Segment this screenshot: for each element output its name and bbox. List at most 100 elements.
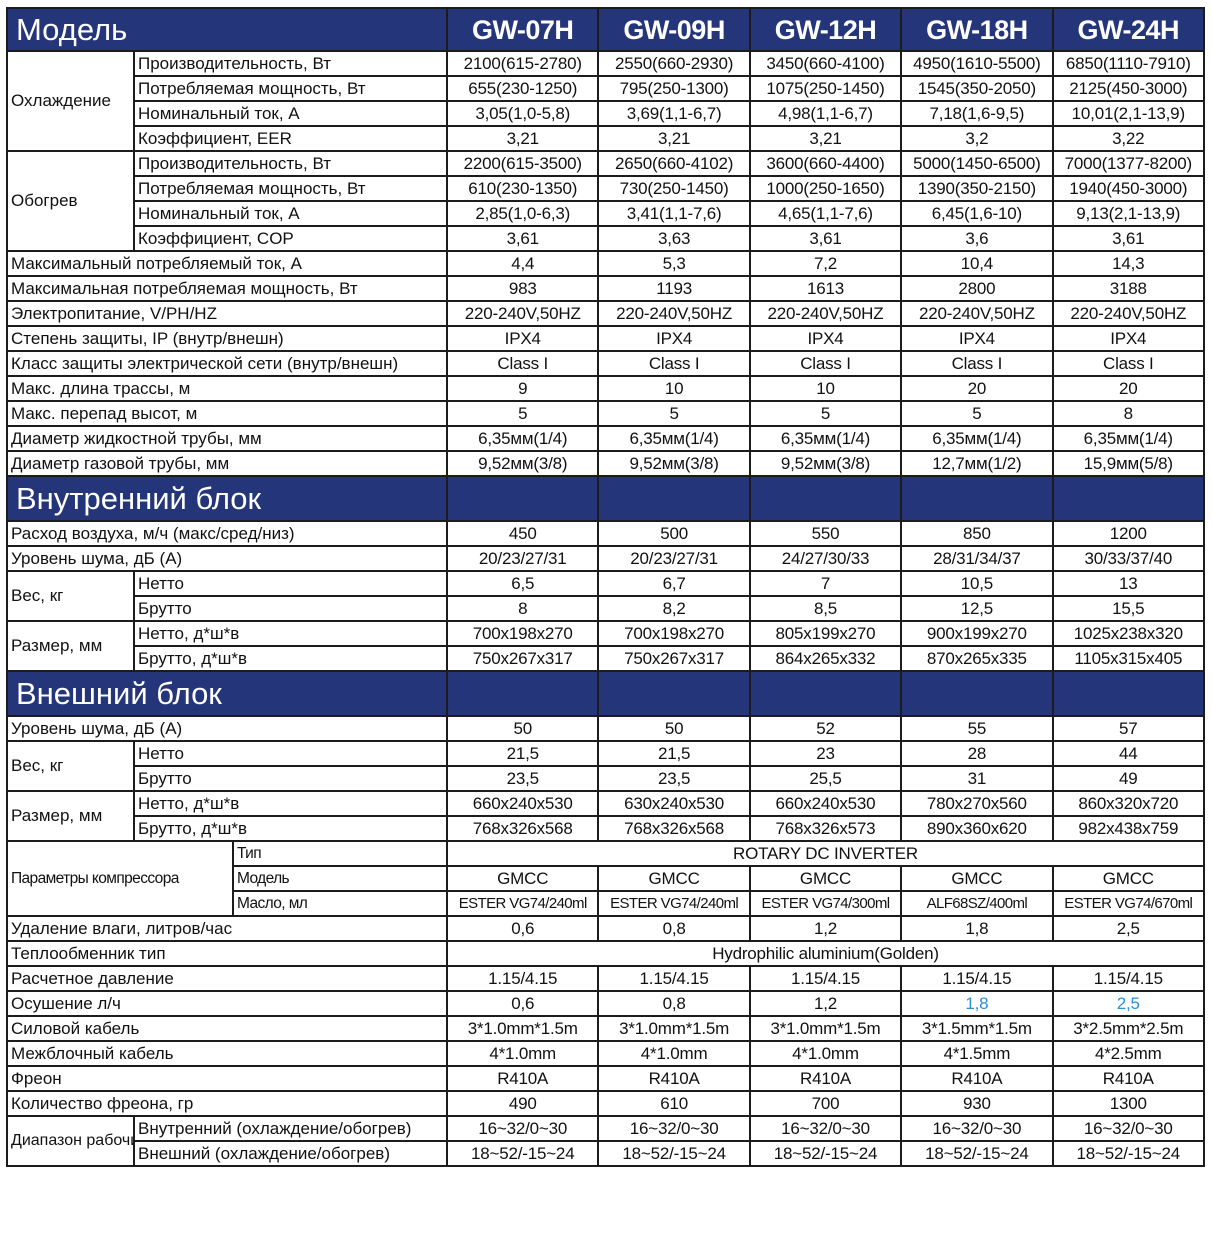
table-row: Номинальный ток, А 3,05(1,0-5,8) 3,69(1,1-… [7, 100, 1206, 127]
row-sub-label: Тип [231, 840, 449, 867]
value-cell: 660x240x530 [748, 790, 903, 817]
value-cell: Class I [900, 350, 1054, 377]
value-cell: R410A [900, 1065, 1054, 1092]
value-cell: 0,6 [446, 990, 600, 1017]
value-cell: 18~52/-15~24 [900, 1140, 1054, 1167]
section-header-blank [597, 475, 751, 522]
value-cell: 6,5 [446, 570, 600, 597]
row-label: Силовой кабель [5, 1015, 449, 1042]
value-cell: 3*1.5mm*1.5m [900, 1015, 1054, 1042]
value-cell: 7 [748, 570, 903, 597]
table-row: Диаметр жидкостной трубы, мм 6,35мм(1/4) 6… [5, 425, 1206, 452]
value-cell: 7,18(1,6-9,5) [900, 100, 1054, 127]
value-cell: 8 [1051, 400, 1206, 427]
row-group-label: Обогрев [6, 150, 135, 252]
value-cell: 1613 [748, 275, 903, 302]
value-cell: 50 [446, 715, 600, 742]
table-row: Диапазон рабочих температур,°СВнутренний… [6, 1115, 1206, 1167]
section-header-blank [597, 670, 751, 717]
table-row: Вес, кг Нетто 6,5 6,7 7 10,5 13 [6, 570, 1206, 622]
value-cell: ESTER VG74/240ml [446, 890, 600, 917]
value-cell: 1545(350-2050) [900, 75, 1054, 102]
row-label: Расчетное давление [5, 965, 449, 992]
value-cell: 31 [900, 765, 1054, 792]
value-cell: 805x199x270 [748, 620, 903, 647]
value-cell: 14,3 [1051, 250, 1206, 277]
value-cell: R410A [748, 1065, 903, 1092]
value-cell: 18~52/-15~24 [446, 1140, 600, 1167]
row-label: Диаметр газовой трубы, мм [5, 450, 449, 477]
table-row: Обогрев Производительность, Вт 2200(615-35… [6, 150, 1206, 252]
table-row: Внешний (охлаждение/обогрев) 18~52/-15~24… [7, 1140, 1206, 1167]
value-cell: 3600(660-4400) [748, 150, 903, 177]
value-cell: 2125(450-3000) [1051, 75, 1206, 102]
row-group-label: Охлаждение [6, 50, 135, 152]
value-cell: Class I [597, 350, 751, 377]
section-header-blank [900, 670, 1054, 717]
value-cell: 2100(615-2780) [446, 50, 600, 77]
value-cell: 4*1.5mm [900, 1040, 1054, 1067]
table-row: Коэффициент, COP 3,61 3,63 3,61 3,6 3,61 [7, 225, 1206, 252]
value-cell: 49 [1051, 765, 1206, 792]
value-cell: 1.15/4.15 [900, 965, 1054, 992]
value-cell: 15,5 [1051, 595, 1206, 622]
value-cell: 5 [597, 400, 751, 427]
table-row: Электропитание, V/PH/HZ 220-240V,50HZ 220-… [5, 300, 1206, 327]
row-label: Расход воздуха, м/ч (макс/сред/низ) [5, 520, 449, 547]
table-row: Брутто 8 8,2 8,5 12,5 15,5 [7, 595, 1206, 622]
value-cell: ALF68SZ/400ml [900, 890, 1054, 917]
value-cell: 5 [900, 400, 1054, 427]
value-cell: 28 [900, 740, 1054, 767]
table-row: Теплообменник тип Hydrophilic aluminium(G… [5, 940, 1205, 967]
value-cell: 2,5 [1051, 915, 1206, 942]
row-label: Макс. перепад высот, м [5, 400, 449, 427]
value-cell: 0,8 [597, 915, 751, 942]
value-cell: 1193 [597, 275, 751, 302]
value-cell: 1.15/4.15 [1051, 965, 1206, 992]
value-cell: 870x265x335 [900, 645, 1054, 672]
row-sub-label: Брутто, д*ш*в [132, 815, 449, 842]
value-cell: 6,45(1,6-10) [900, 200, 1054, 227]
value-cell: 5 [748, 400, 903, 427]
value-cell: 6,35мм(1/4) [446, 425, 600, 452]
table-row: Силовой кабель 3*1.0mm*1.5m 3*1.0mm*1.5m 3*… [5, 1015, 1206, 1042]
value-cell: 3,63 [597, 225, 751, 252]
value-cell: 9,52мм(3/8) [597, 450, 751, 477]
value-cell: 1075(250-1450) [748, 75, 903, 102]
value-cell: 3,61 [748, 225, 903, 252]
value-cell: 8,5 [748, 595, 903, 622]
section-header-row: Внутренний блок [5, 475, 1206, 522]
model-name-gw-18h: GW-18H [900, 7, 1054, 52]
value-cell: 3,21 [597, 125, 751, 152]
value-cell: 10,5 [900, 570, 1054, 597]
table-row: Потребляемая мощность, Вт 655(230-1250) 79… [7, 75, 1206, 102]
value-cell: 16~32/0~30 [597, 1115, 751, 1142]
value-cell: 5,3 [597, 250, 751, 277]
table-row: Модель GMCC GMCC GMCC GMCC GMCC [7, 865, 1206, 892]
row-label: Диаметр жидкостной трубы, мм [5, 425, 449, 452]
row-label: Межблочный кабель [5, 1040, 449, 1067]
section-header-row: Внешний блок [5, 670, 1206, 717]
value-cell: 3,22 [1051, 125, 1206, 152]
value-cell: 3,6 [900, 225, 1054, 252]
value-cell: 768x326x568 [446, 815, 600, 842]
value-cell: 25,5 [748, 765, 903, 792]
value-cell: 4*1.0mm [446, 1040, 600, 1067]
table-row: Брутто, д*ш*в 768x326x568 768x326x568 768x3… [7, 815, 1206, 842]
value-cell: 4,4 [446, 250, 600, 277]
value-cell: 12,5 [900, 595, 1054, 622]
value-cell: 20 [900, 375, 1054, 402]
table-row: Номинальный ток, А 2,85(1,0-6,3) 3,41(1,1-… [7, 200, 1206, 227]
value-cell: 23 [748, 740, 903, 767]
value-cell: 20 [1051, 375, 1206, 402]
value-cell: 4,98(1,1-6,7) [748, 100, 903, 127]
value-cell: IPX4 [597, 325, 751, 352]
value-cell: 930 [900, 1090, 1054, 1117]
model-name-gw-24h: GW-24H [1051, 7, 1206, 52]
value-cell: 6,7 [597, 570, 751, 597]
model-header-title: Модель [5, 7, 449, 52]
value-cell: 44 [1051, 740, 1206, 767]
table-row: Максимальная потребляемая мощность, Вт 98… [5, 275, 1206, 302]
value-cell: 13 [1051, 570, 1206, 597]
